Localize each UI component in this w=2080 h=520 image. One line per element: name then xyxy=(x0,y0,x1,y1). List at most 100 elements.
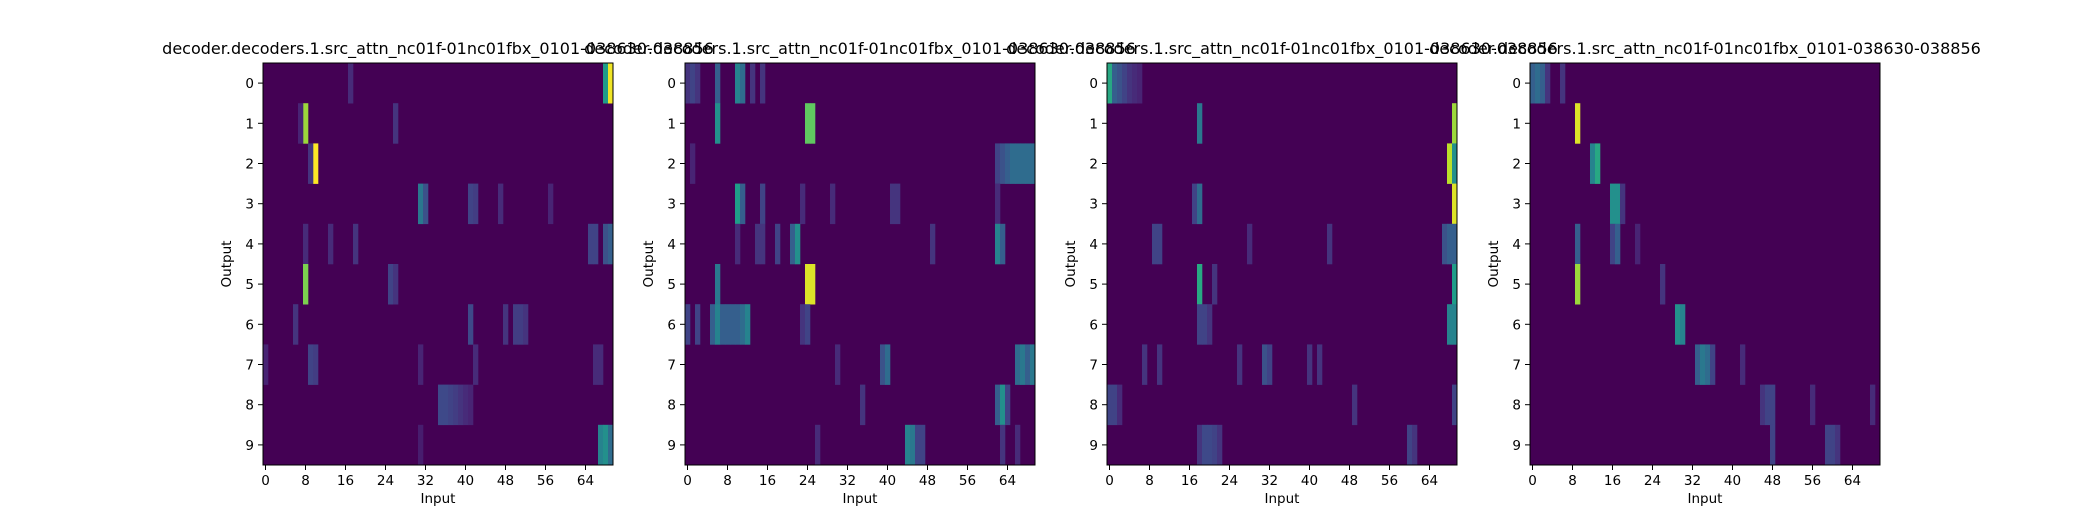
axes-frame xyxy=(1529,62,1881,466)
y-tick-label: 5 xyxy=(245,277,254,293)
heatmap-cell xyxy=(795,223,801,265)
heatmap-cell xyxy=(860,384,866,426)
y-tick-label: 4 xyxy=(1512,237,1521,253)
heatmap-cell xyxy=(1202,424,1208,466)
y-tick-label: 4 xyxy=(245,237,254,253)
x-tick-label: 32 xyxy=(839,473,856,489)
heatmap-cell xyxy=(353,223,359,265)
heatmap-cell xyxy=(1015,344,1021,385)
heatmap-cell xyxy=(1197,183,1203,225)
axes-frame xyxy=(684,62,1036,466)
heatmap-cell xyxy=(1635,223,1641,265)
x-tick-label: 8 xyxy=(301,473,310,489)
chart-title: decoder.decoders.1.src_attn_nc01f-01nc01… xyxy=(162,39,714,59)
y-tick-label: 9 xyxy=(1512,438,1521,454)
heatmap-cell xyxy=(740,304,746,345)
heatmap-cell xyxy=(805,264,811,305)
y-tick-label: 7 xyxy=(245,358,254,374)
heatmap-cell xyxy=(1015,143,1021,184)
heatmap-cells xyxy=(1107,63,1458,466)
x-tick-label: 8 xyxy=(1568,473,1577,489)
heatmap-cell xyxy=(685,304,691,345)
heatmap-cell xyxy=(593,223,599,265)
heatmap-cell xyxy=(895,183,901,225)
y-tick-label: 5 xyxy=(1512,277,1521,293)
heatmap-cell xyxy=(920,424,926,466)
x-tick-label: 0 xyxy=(261,473,270,489)
y-tick-label: 2 xyxy=(1512,157,1521,173)
heatmap-cell xyxy=(473,183,479,225)
x-axis-label: Input xyxy=(1688,491,1723,507)
x-tick-label: 8 xyxy=(1145,473,1154,489)
heatmap-cell xyxy=(1327,223,1333,265)
heatmap-cell xyxy=(685,63,691,104)
heatmap-cell xyxy=(760,183,766,225)
heatmap-cell xyxy=(995,384,1001,426)
heatmap-cell xyxy=(1452,183,1458,225)
heatmap-cell xyxy=(750,63,756,104)
heatmap-cell xyxy=(348,63,354,104)
x-tick-label: 16 xyxy=(1181,473,1198,489)
heatmap-cell xyxy=(468,384,474,426)
heatmap-cell xyxy=(1107,63,1113,104)
heatmap-cell xyxy=(1700,344,1706,385)
heatmap-cell xyxy=(755,223,761,265)
heatmap-cell xyxy=(1267,344,1273,385)
y-tick-label: 1 xyxy=(245,116,254,132)
heatmap-cell xyxy=(915,424,921,466)
y-tick-label: 3 xyxy=(1512,197,1521,213)
x-tick-label: 24 xyxy=(799,473,816,489)
heatmap-cell xyxy=(1412,424,1418,466)
y-tick-label: 8 xyxy=(245,398,254,414)
heatmap-cell xyxy=(690,63,696,104)
heatmap-cell xyxy=(1770,384,1776,426)
heatmap-cells xyxy=(1530,63,1876,466)
heatmap-background xyxy=(1107,63,1457,465)
heatmap-cell xyxy=(1452,143,1458,184)
heatmap-cell xyxy=(473,344,479,385)
heatmap-cell xyxy=(760,223,766,265)
heatmap-cell xyxy=(1317,344,1323,385)
heatmap-cell xyxy=(1000,424,1006,466)
heatmap-cell xyxy=(1452,103,1458,144)
heatmap-cell xyxy=(1197,424,1203,466)
heatmap-cell xyxy=(303,264,309,305)
heatmap-cell xyxy=(995,183,1001,225)
heatmap-cell xyxy=(810,103,816,144)
heatmap-cell xyxy=(1575,103,1581,144)
y-tick-label: 1 xyxy=(1089,116,1098,132)
heatmap-cell xyxy=(458,384,464,426)
heatmap-cell xyxy=(1157,223,1163,265)
heatmap-cell xyxy=(810,264,816,305)
x-tick-label: 16 xyxy=(759,473,776,489)
heatmap-cell xyxy=(1352,384,1358,426)
heatmap-cell xyxy=(1810,384,1816,426)
heatmap-cell xyxy=(1825,424,1831,466)
heatmap-cell xyxy=(418,424,424,466)
heatmap-cell xyxy=(1237,344,1243,385)
y-tick-label: 0 xyxy=(1512,76,1521,92)
heatmap-cell xyxy=(1760,384,1766,426)
heatmap-cell xyxy=(1770,424,1776,466)
heatmap-cell xyxy=(1020,344,1026,385)
y-tick-label: 2 xyxy=(667,157,676,173)
heatmap-cell xyxy=(760,63,766,104)
heatmap-cell xyxy=(548,183,554,225)
heatmap-cell xyxy=(263,344,269,385)
heatmap-cell xyxy=(1207,424,1213,466)
heatmap-cell xyxy=(1442,223,1448,265)
heatmap-cell xyxy=(690,143,696,184)
heatmap-cell xyxy=(720,304,726,345)
x-tick-label: 48 xyxy=(1341,473,1358,489)
heatmap-cell xyxy=(418,344,424,385)
heatmap-cell xyxy=(1830,424,1836,466)
heatmap-cell xyxy=(423,183,429,225)
heatmap-cell xyxy=(1197,264,1203,305)
heatmap-cell xyxy=(715,103,721,144)
x-tick-label: 64 xyxy=(1421,473,1438,489)
heatmap-cell xyxy=(1212,424,1218,466)
heatmap-cell xyxy=(303,103,309,144)
y-tick-label: 3 xyxy=(245,197,254,213)
axes-frame xyxy=(1106,62,1458,466)
heatmap-cell xyxy=(880,344,886,385)
